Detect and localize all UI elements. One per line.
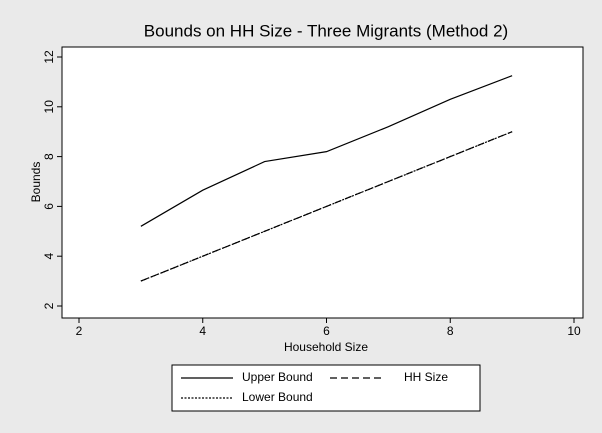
x-tick-label: 4 — [199, 324, 206, 338]
series-line — [140, 131, 513, 282]
y-tick-label: 12 — [42, 50, 56, 64]
y-tick-label: 6 — [42, 203, 56, 210]
plot-area — [61, 46, 584, 319]
legend-label: Lower Bound — [242, 390, 313, 404]
y-tick-label: 4 — [42, 253, 56, 260]
x-tick-label: 10 — [567, 324, 581, 338]
x-tick-label: 6 — [323, 324, 330, 338]
legend — [171, 364, 481, 412]
legend-label: Upper Bound — [242, 370, 313, 384]
legend-label: HH Size — [404, 370, 448, 384]
y-tick-label: 2 — [42, 302, 56, 309]
series-line — [140, 75, 513, 227]
y-tick-label: 8 — [42, 153, 56, 160]
y-tick-label: 10 — [42, 100, 56, 114]
y-axis-label: Bounds — [29, 162, 43, 203]
x-axis-label: Household Size — [284, 340, 368, 354]
chart-title: Bounds on HH Size - Three Migrants (Meth… — [144, 21, 508, 40]
x-tick-label: 8 — [447, 324, 454, 338]
x-tick-label: 2 — [76, 324, 83, 338]
